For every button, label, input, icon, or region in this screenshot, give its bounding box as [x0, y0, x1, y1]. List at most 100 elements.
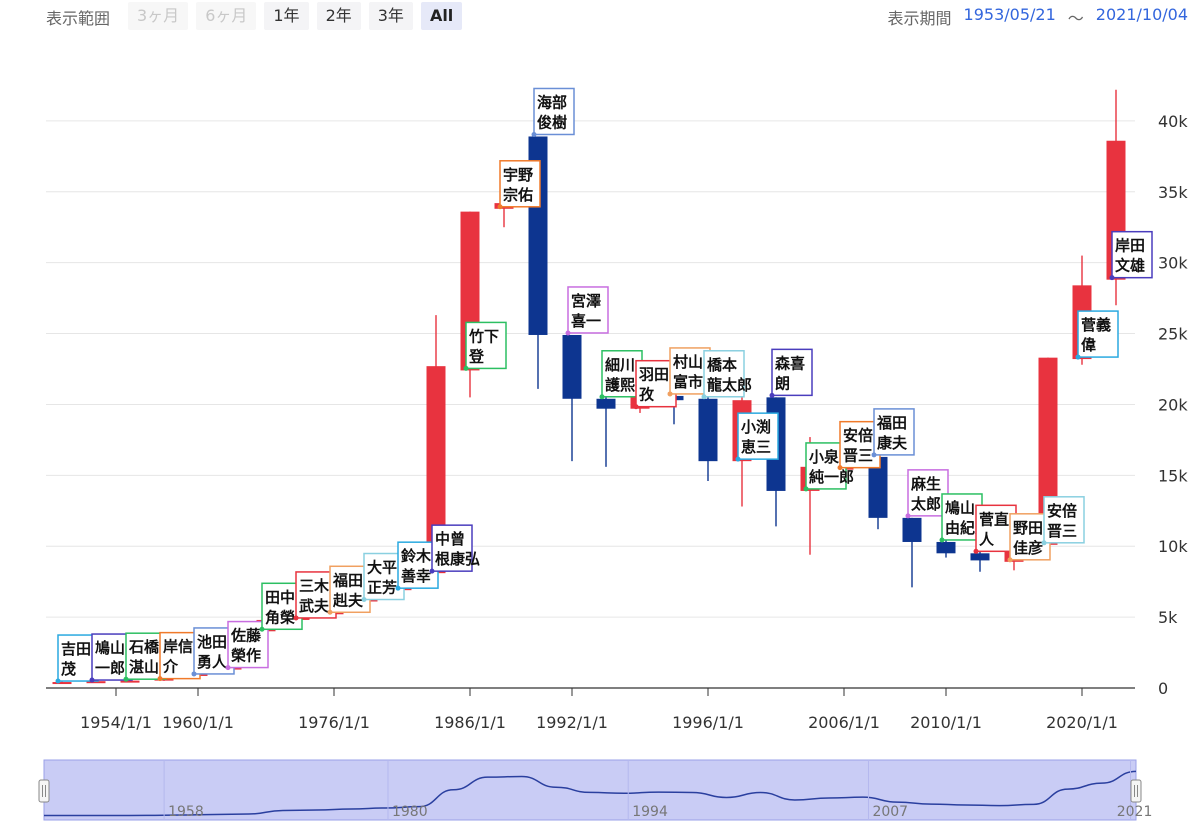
annotation-text-12-1: 登	[468, 347, 485, 365]
annotation-flag-27[interactable]: 菅直人	[973, 504, 1017, 554]
annotation-text-29-0: 安倍	[1047, 502, 1077, 520]
annotation-box-29	[1043, 496, 1085, 544]
annotation-flag-12[interactable]: 竹下登	[463, 321, 507, 371]
range-toolbar: 表示範囲 3ヶ月 6ヶ月 1年 2年 3年 All 表示期間 1953/05/21 〜 2…	[0, 0, 1200, 34]
candle-body-27[interactable]	[970, 553, 990, 561]
period-start-input[interactable]: 1953/05/21	[963, 5, 1056, 24]
range-button-2[interactable]: 1年	[264, 2, 309, 30]
annotation-text-7-1: 武夫	[299, 597, 330, 615]
annotation-flag-30[interactable]: 菅義偉	[1075, 310, 1119, 360]
annotation-anchor-6	[259, 626, 265, 632]
annotation-box-19	[703, 350, 745, 398]
annotation-text-9-0: 大平	[367, 559, 397, 577]
annotation-text-4-0: 池田	[197, 633, 227, 651]
candle-body-24[interactable]	[868, 456, 888, 518]
candle-body-11[interactable]	[426, 366, 446, 574]
candle-body-2[interactable]	[120, 680, 140, 683]
annotation-text-31-1: 文雄	[1115, 257, 1145, 275]
y-tick-label-8: 40k	[1158, 112, 1188, 131]
annotation-text-24-0: 福田	[876, 414, 907, 432]
range-button-0[interactable]: 3ヶ月	[128, 2, 189, 30]
annotation-text-8-1: 赳夫	[332, 591, 364, 609]
y-tick-label-3: 15k	[1158, 466, 1188, 485]
range-navigator[interactable]: 1958 1980 1994 2007 2021	[0, 750, 1200, 826]
x-tick-label-1: 1960/1/1	[162, 713, 234, 732]
navigator-label-3: 2007	[872, 804, 908, 820]
x-tick-label-8: 2020/1/1	[1046, 713, 1118, 732]
annotation-box-24	[873, 408, 915, 456]
annotation-text-19-1: 龍太郎	[707, 376, 752, 394]
x-tick-label-4: 1992/1/1	[536, 713, 608, 732]
range-button-3[interactable]: 2年	[316, 2, 361, 30]
annotation-text-23-1: 晋三	[843, 447, 873, 465]
annotation-text-25-0: 麻生	[910, 475, 941, 493]
annotation-anchor-27	[973, 548, 979, 554]
range-label: 表示範囲	[46, 9, 111, 28]
annotation-text-13-0: 宇野	[503, 166, 533, 184]
candle-body-16[interactable]	[596, 398, 616, 409]
candle-body-25[interactable]	[902, 517, 922, 542]
navigator-left-handle[interactable]	[38, 779, 50, 803]
annotation-text-8-0: 福田	[332, 571, 363, 589]
annotation-text-2-1: 湛山	[129, 658, 159, 676]
x-tick-label-5: 1996/1/1	[672, 713, 744, 732]
candle-body-19[interactable]	[698, 398, 718, 462]
annotation-anchor-16	[599, 394, 605, 400]
annotation-anchor-10	[395, 585, 401, 591]
annotation-box-13	[499, 160, 541, 208]
y-tick-label-2: 10k	[1158, 537, 1188, 556]
x-tick-label-7: 2010/1/1	[910, 713, 982, 732]
annotation-flag-21[interactable]: 森喜朗	[769, 348, 813, 398]
annotation-anchor-2	[123, 676, 129, 682]
annotation-text-6-0: 田中	[265, 588, 295, 606]
annotation-anchor-4	[191, 671, 197, 677]
range-button-5[interactable]: All	[420, 2, 463, 30]
annotation-text-16-0: 細川	[605, 356, 635, 374]
annotation-text-18-0: 村山	[673, 353, 703, 371]
annotation-text-5-0: 佐藤	[230, 627, 262, 645]
handle-grip	[1130, 779, 1142, 803]
annotation-text-14-0: 海部	[537, 93, 567, 111]
candle-body-1[interactable]	[86, 681, 106, 684]
candle-body-0[interactable]	[52, 682, 72, 685]
y-tick-label-4: 20k	[1158, 395, 1188, 414]
navigator-right-handle[interactable]	[1130, 779, 1142, 803]
annotation-anchor-28	[1007, 557, 1013, 563]
range-button-4[interactable]: 3年	[368, 2, 413, 30]
annotation-text-6-1: 角榮	[265, 608, 295, 626]
annotation-text-15-0: 宮澤	[571, 292, 601, 310]
annotation-text-0-1: 茂	[61, 660, 76, 678]
annotation-text-11-1: 根康弘	[435, 550, 480, 568]
annotation-anchor-12	[463, 365, 469, 371]
range-button-1[interactable]: 6ヶ月	[196, 2, 257, 30]
navigator-selection[interactable]	[43, 759, 1137, 821]
annotation-anchor-3	[157, 676, 163, 682]
annotation-box-21	[771, 348, 813, 397]
period-end-input[interactable]: 2021/10/04	[1095, 5, 1188, 24]
annotation-box-14	[533, 87, 575, 136]
annotation-text-13-1: 宗佑	[503, 186, 533, 204]
x-tick-label-3: 1986/1/1	[434, 713, 506, 732]
period-separator: 〜	[1067, 9, 1084, 28]
annotation-anchor-13	[497, 204, 503, 210]
candle-body-26[interactable]	[936, 541, 956, 554]
x-tick-label-6: 2006/1/1	[808, 713, 880, 732]
annotation-text-30-1: 偉	[1081, 336, 1096, 354]
annotation-anchor-15	[565, 330, 571, 336]
annotation-text-15-1: 喜一	[571, 312, 601, 330]
annotation-text-27-1: 人	[979, 530, 995, 548]
candle-body-15[interactable]	[562, 334, 582, 399]
